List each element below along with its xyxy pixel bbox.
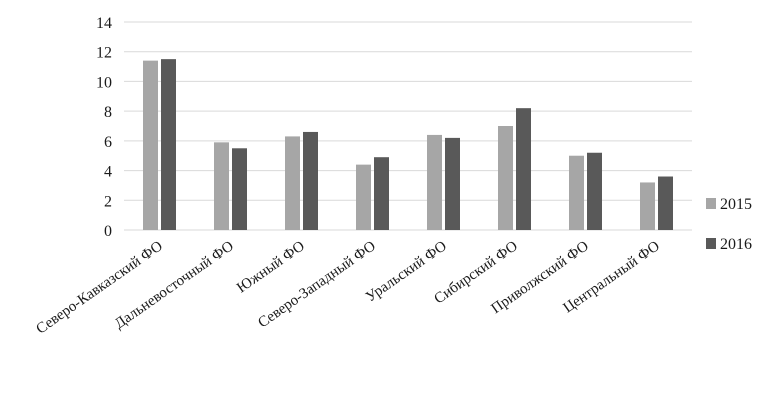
- bar-2016: [516, 108, 531, 230]
- bar-2016: [445, 137, 460, 230]
- bar-2016: [587, 152, 602, 230]
- bar-2015: [640, 182, 655, 230]
- bar-2016: [232, 148, 247, 230]
- bar-2016: [303, 131, 318, 230]
- y-tick-label: 4: [104, 164, 112, 181]
- legend-swatch: [706, 198, 716, 209]
- y-tick-label: 14: [96, 15, 112, 32]
- bar-2015: [356, 164, 371, 230]
- y-tick-label: 10: [96, 74, 112, 91]
- bar-2015: [143, 60, 158, 230]
- y-tick-label: 6: [104, 134, 112, 151]
- legend-label: 2016: [720, 236, 752, 253]
- category-label: Южный ФО: [234, 238, 308, 296]
- category-label: Северо-Западный ФО: [255, 238, 379, 331]
- y-tick-label: 2: [104, 193, 112, 210]
- category-label: Северо-Кавказский ФО: [33, 238, 165, 337]
- bar-2015: [285, 136, 300, 230]
- bar-2015: [427, 134, 442, 230]
- bar-2015: [498, 126, 513, 230]
- bar-2016: [374, 157, 389, 230]
- bar-2015: [214, 142, 229, 230]
- legend: 2015 2016: [706, 196, 752, 253]
- legend-swatch: [706, 238, 716, 249]
- y-tick-label: 0: [104, 223, 112, 240]
- y-tick-label: 8: [104, 104, 112, 121]
- category-label: Дальневосточный ФО: [112, 238, 237, 332]
- grid-lines: [124, 21, 692, 231]
- bar-2015: [569, 155, 584, 230]
- bars: [143, 59, 673, 231]
- bar-2016: [658, 176, 673, 230]
- bar-2016: [161, 59, 176, 231]
- y-axis-ticks: 0 2 4 6 8 10 12 14: [96, 15, 112, 240]
- y-tick-label: 12: [96, 45, 112, 62]
- legend-label: 2015: [720, 196, 752, 213]
